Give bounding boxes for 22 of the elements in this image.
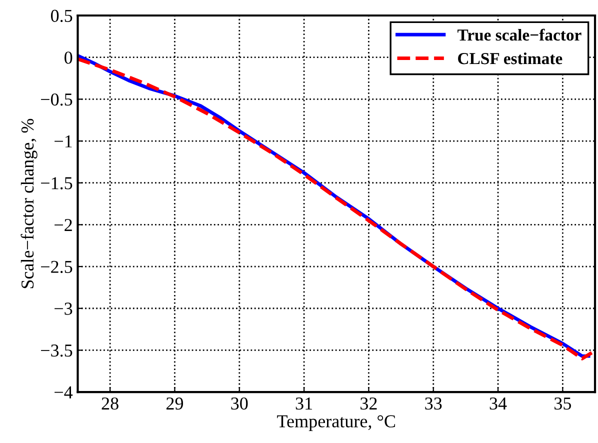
x-tick-label: 32 xyxy=(360,397,377,410)
y-tick-label: −3.5 xyxy=(41,344,72,357)
x-tick-label: 29 xyxy=(166,397,184,410)
x-tick-label: 31 xyxy=(296,397,312,410)
y-tick-label: −4 xyxy=(54,386,73,398)
y-tick-label: 0.5 xyxy=(51,10,72,22)
legend-label: CLSF estimate xyxy=(458,52,562,64)
y-axis-title: Scale−factor change, % xyxy=(20,118,38,288)
x-tick-label: 30 xyxy=(231,397,248,410)
x-tick-label: 28 xyxy=(102,397,118,410)
y-tick-label: −3 xyxy=(54,302,72,315)
y-tick-label: −1.5 xyxy=(41,177,72,190)
x-tick-label: 35 xyxy=(554,397,572,410)
x-axis-title: Temperature, °C xyxy=(277,415,396,432)
x-tick-label: 34 xyxy=(490,397,507,410)
y-tick-label: −0.5 xyxy=(41,93,72,106)
y-tick-label: −2.5 xyxy=(41,260,72,274)
y-tick-label: −1 xyxy=(54,135,72,148)
y-tick-label: 0 xyxy=(64,52,72,64)
legend-label: True scale−factor xyxy=(458,28,582,41)
y-tick-label: −2 xyxy=(54,219,72,231)
x-tick-label: 33 xyxy=(425,397,442,410)
